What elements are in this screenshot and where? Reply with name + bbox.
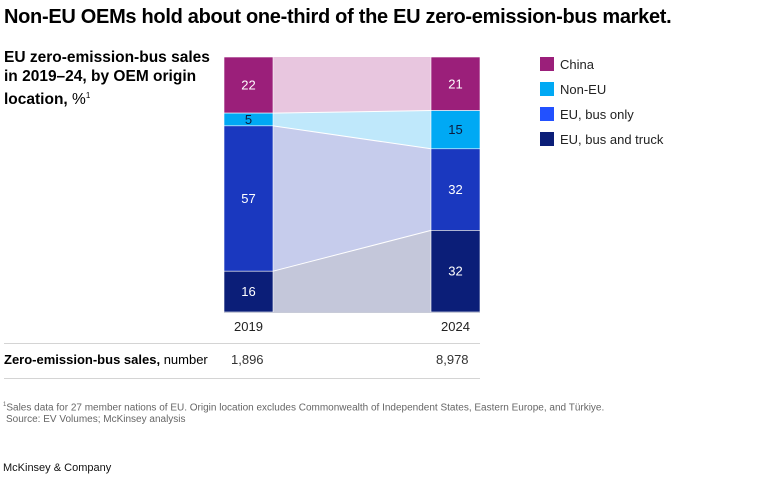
flow-band-eu-bus-only <box>273 125 431 272</box>
sales-row-label: Zero-emission-bus sales, number <box>4 352 208 367</box>
bar-segment <box>223 270 274 313</box>
legend-label: Non-EU <box>560 81 607 97</box>
flow-band-eu-bus-and-truck <box>273 230 431 312</box>
sales-value-2019: 1,896 <box>231 352 264 367</box>
legend-swatch <box>540 57 554 71</box>
sales-label-bold: Zero-emission-bus sales, <box>4 352 161 367</box>
footnote-marker: 1 <box>3 402 7 408</box>
legend-item-non-eu: Non-EU <box>540 81 663 97</box>
bar-segment <box>430 230 481 313</box>
legend-item-eu-bus-only: EU, bus only <box>540 106 663 122</box>
footnote-note: 1Sales data for 27 member nations of EU.… <box>3 399 604 414</box>
data-label: 32 <box>448 264 462 279</box>
legend-item-eu-bus-and-truck: EU, bus and truck <box>540 131 663 147</box>
legend-label: EU, bus and truck <box>560 131 664 147</box>
legend: China Non-EU EU, bus only EU, bus and tr… <box>540 56 663 156</box>
sales-value-2024: 8,978 <box>436 352 469 367</box>
legend-swatch <box>540 107 554 121</box>
flow-band-china <box>273 57 431 114</box>
chart-subtitle: EU zero-emission-bus sales in 2019–24, b… <box>4 48 214 109</box>
bar-segment <box>430 148 481 231</box>
flow-band-non-eu <box>273 110 431 149</box>
legend-label: China <box>560 56 594 72</box>
x-tick-label: 2019 <box>234 319 263 334</box>
table-divider-top <box>4 343 480 344</box>
table-divider-bottom <box>4 378 480 379</box>
data-label: 15 <box>448 122 462 137</box>
subtitle-text: EU zero-emission-bus sales in 2019–24, b… <box>4 49 210 109</box>
data-label: 5 <box>245 112 252 127</box>
flow-separator <box>272 229 432 272</box>
data-label: 57 <box>241 191 255 206</box>
footnote: 1Sales data for 27 member nations of EU.… <box>3 399 604 426</box>
data-label: 32 <box>448 182 462 197</box>
subtitle-unit: % <box>72 91 86 109</box>
footnote-text: Sales data for 27 member nations of EU. … <box>6 402 605 414</box>
data-label: 21 <box>448 76 462 91</box>
legend-label: EU, bus only <box>560 106 634 122</box>
sales-label-unit: number <box>163 352 208 367</box>
bar-segment <box>223 125 274 272</box>
data-label: 22 <box>241 78 255 93</box>
flow-separator <box>272 110 432 114</box>
bar-segment <box>430 110 481 150</box>
flow-separator <box>272 125 432 150</box>
legend-item-china: China <box>540 56 663 72</box>
legend-swatch <box>540 82 554 96</box>
legend-swatch <box>540 132 554 146</box>
footnote-source: Source: EV Volumes; McKinsey analysis <box>6 414 186 426</box>
chart-title: Non-EU OEMs hold about one-third of the … <box>4 6 672 28</box>
x-tick-label: 2024 <box>441 319 470 334</box>
brand-logo: McKinsey & Company <box>3 462 112 474</box>
data-label: 16 <box>241 284 255 299</box>
subtitle-footnote-marker: 1 <box>85 91 91 100</box>
